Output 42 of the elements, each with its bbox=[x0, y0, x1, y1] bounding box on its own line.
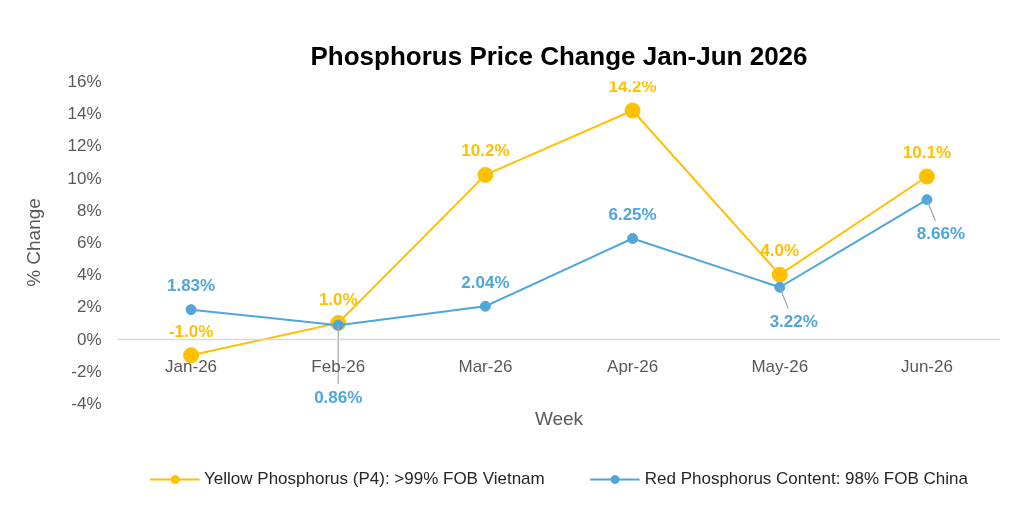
y-tick-label: 6% bbox=[76, 233, 102, 252]
point bbox=[477, 166, 494, 183]
point bbox=[185, 304, 197, 316]
data-label: 1.83% bbox=[166, 276, 216, 296]
y-tick-label: -4% bbox=[71, 394, 102, 413]
y-tick-label: 12% bbox=[67, 136, 102, 156]
x-tick-label: Jan-26 bbox=[165, 357, 218, 377]
data-label: 4.0% bbox=[760, 241, 800, 261]
y-tick-label: 16% bbox=[67, 72, 102, 91]
x-axis-title: Week bbox=[534, 407, 584, 429]
point bbox=[921, 194, 933, 206]
point bbox=[774, 281, 786, 293]
data-label: -1.0% bbox=[168, 321, 214, 341]
y-tick-label: -2% bbox=[71, 361, 102, 381]
data-label: 2.04% bbox=[461, 272, 510, 292]
data-label: 6.25% bbox=[608, 204, 657, 224]
y-tick-label: 14% bbox=[67, 104, 102, 124]
y-tick-label: 10% bbox=[67, 168, 102, 188]
chart-title: Phosphorus Price Change Jan-Jun 2026 bbox=[310, 40, 808, 71]
y-axis-title: % Change bbox=[23, 198, 45, 287]
point bbox=[624, 102, 641, 119]
x-tick-label: Jun-26 bbox=[900, 357, 953, 377]
x-tick-label: Apr-26 bbox=[607, 357, 659, 377]
point bbox=[918, 168, 935, 185]
data-label: 1.0% bbox=[318, 289, 358, 309]
y-tick-label: 4% bbox=[76, 265, 102, 285]
x-tick-label: Mar-26 bbox=[458, 357, 513, 377]
data-label: 10.1% bbox=[902, 142, 952, 162]
legend-label: Yellow Phosphorus (P4): >99% FOB Vietnam bbox=[204, 469, 545, 489]
point bbox=[771, 266, 788, 283]
y-tick-label: 2% bbox=[76, 297, 102, 317]
y-tick-label: 0% bbox=[76, 329, 102, 349]
legend-label: Red Phosphorus Content: 98% FOB China bbox=[644, 469, 968, 489]
data-label: 3.22% bbox=[769, 311, 818, 331]
data-label: 10.2% bbox=[461, 141, 510, 161]
data-label: 0.86% bbox=[314, 387, 363, 407]
point bbox=[479, 300, 491, 312]
x-tick-label: May-26 bbox=[751, 357, 809, 377]
data-label: 8.66% bbox=[916, 224, 966, 244]
x-tick-label: Feb-26 bbox=[311, 357, 366, 377]
y-tick-label: 8% bbox=[76, 200, 102, 220]
point bbox=[627, 232, 639, 244]
